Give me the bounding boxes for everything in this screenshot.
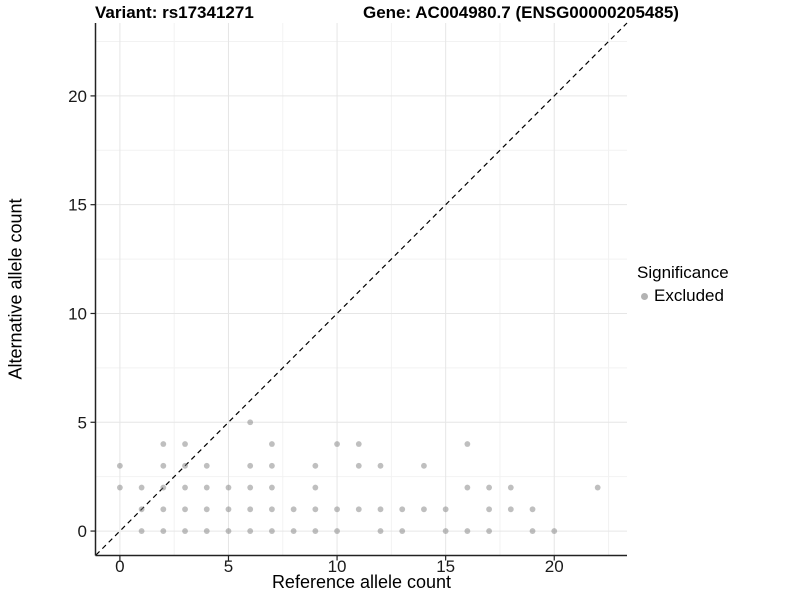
data-point bbox=[312, 528, 319, 534]
data-point bbox=[486, 506, 492, 513]
x-tick-label: 10 bbox=[328, 557, 347, 576]
x-tick-label: 20 bbox=[545, 557, 564, 576]
data-point bbox=[182, 506, 188, 513]
data-point bbox=[486, 528, 492, 534]
data-point bbox=[203, 484, 210, 491]
plot-title-variant: Variant: rs17341271 bbox=[95, 3, 254, 22]
data-point bbox=[290, 528, 297, 534]
data-point bbox=[203, 462, 210, 469]
data-point bbox=[421, 462, 427, 469]
data-point bbox=[116, 462, 123, 469]
data-point bbox=[507, 506, 514, 513]
data-point bbox=[464, 484, 471, 491]
data-point bbox=[312, 506, 319, 513]
data-point bbox=[464, 441, 471, 447]
data-point bbox=[160, 441, 167, 447]
data-point bbox=[182, 528, 188, 534]
data-point bbox=[203, 528, 210, 534]
axis-ticks bbox=[90, 95, 555, 561]
y-tick-label: 5 bbox=[78, 413, 87, 432]
data-point bbox=[442, 528, 449, 534]
data-point bbox=[399, 528, 406, 534]
data-point bbox=[160, 484, 167, 491]
data-point bbox=[269, 484, 275, 491]
data-points bbox=[116, 419, 601, 534]
data-point bbox=[247, 419, 254, 426]
data-point bbox=[247, 506, 254, 513]
data-point bbox=[442, 506, 449, 513]
chart-panel: 0 5 10 15 20 0 5 10 15 20 bbox=[68, 22, 628, 576]
data-point bbox=[290, 506, 297, 513]
data-point bbox=[312, 462, 319, 469]
data-point bbox=[269, 462, 275, 469]
legend: Significance Excluded bbox=[637, 263, 729, 306]
data-point bbox=[377, 462, 384, 469]
data-point bbox=[269, 506, 275, 513]
data-point bbox=[355, 506, 362, 513]
data-point bbox=[138, 506, 145, 513]
x-tick-label: 0 bbox=[115, 557, 124, 576]
data-point bbox=[160, 462, 167, 469]
gridlines bbox=[96, 23, 627, 555]
data-point bbox=[551, 528, 558, 534]
data-point bbox=[334, 528, 340, 534]
data-point bbox=[334, 506, 340, 513]
legend-point-icon bbox=[641, 292, 648, 300]
data-point bbox=[225, 528, 232, 534]
data-point bbox=[464, 528, 471, 534]
legend-entry-label: Excluded bbox=[654, 286, 724, 305]
x-axis-title: Reference allele count bbox=[271, 572, 452, 592]
data-point bbox=[355, 441, 362, 447]
x-tick-label: 15 bbox=[436, 557, 455, 576]
data-point bbox=[529, 528, 536, 534]
data-point bbox=[138, 528, 145, 534]
data-point bbox=[269, 528, 275, 534]
data-point bbox=[529, 506, 536, 513]
data-point bbox=[247, 462, 254, 469]
data-point bbox=[377, 528, 384, 534]
data-point bbox=[312, 484, 319, 491]
data-point bbox=[116, 484, 123, 491]
legend-entry-excluded: Excluded bbox=[641, 286, 729, 306]
data-point bbox=[594, 484, 601, 491]
data-point bbox=[182, 462, 188, 469]
data-point bbox=[182, 484, 188, 491]
plot-title-gene: Gene: AC004980.7 (ENSG00000205485) bbox=[363, 3, 679, 22]
axis-lines bbox=[94, 23, 627, 557]
data-point bbox=[160, 528, 167, 534]
data-point bbox=[377, 506, 384, 513]
data-point bbox=[269, 441, 275, 447]
data-point bbox=[355, 462, 362, 469]
data-point bbox=[421, 506, 427, 513]
y-tick-label: 20 bbox=[68, 87, 87, 106]
y-tick-label: 0 bbox=[78, 522, 87, 541]
data-point bbox=[160, 506, 167, 513]
identity-line bbox=[95, 22, 628, 556]
data-point bbox=[486, 484, 492, 491]
data-point bbox=[247, 528, 254, 534]
x-tick-label: 5 bbox=[224, 557, 233, 576]
data-point bbox=[182, 441, 188, 447]
data-point bbox=[225, 506, 232, 513]
data-point bbox=[203, 506, 210, 513]
y-tick-label: 10 bbox=[68, 304, 87, 323]
data-point bbox=[138, 484, 145, 491]
legend-title: Significance bbox=[637, 263, 729, 282]
y-axis-title: Alternative allele count bbox=[5, 198, 26, 380]
tick-labels: 0 5 10 15 20 0 5 10 15 20 bbox=[68, 87, 564, 576]
y-tick-label: 15 bbox=[68, 196, 87, 215]
data-point bbox=[507, 484, 514, 491]
data-point bbox=[247, 484, 254, 491]
data-point bbox=[399, 506, 406, 513]
data-point bbox=[334, 441, 340, 447]
data-point bbox=[225, 484, 232, 491]
